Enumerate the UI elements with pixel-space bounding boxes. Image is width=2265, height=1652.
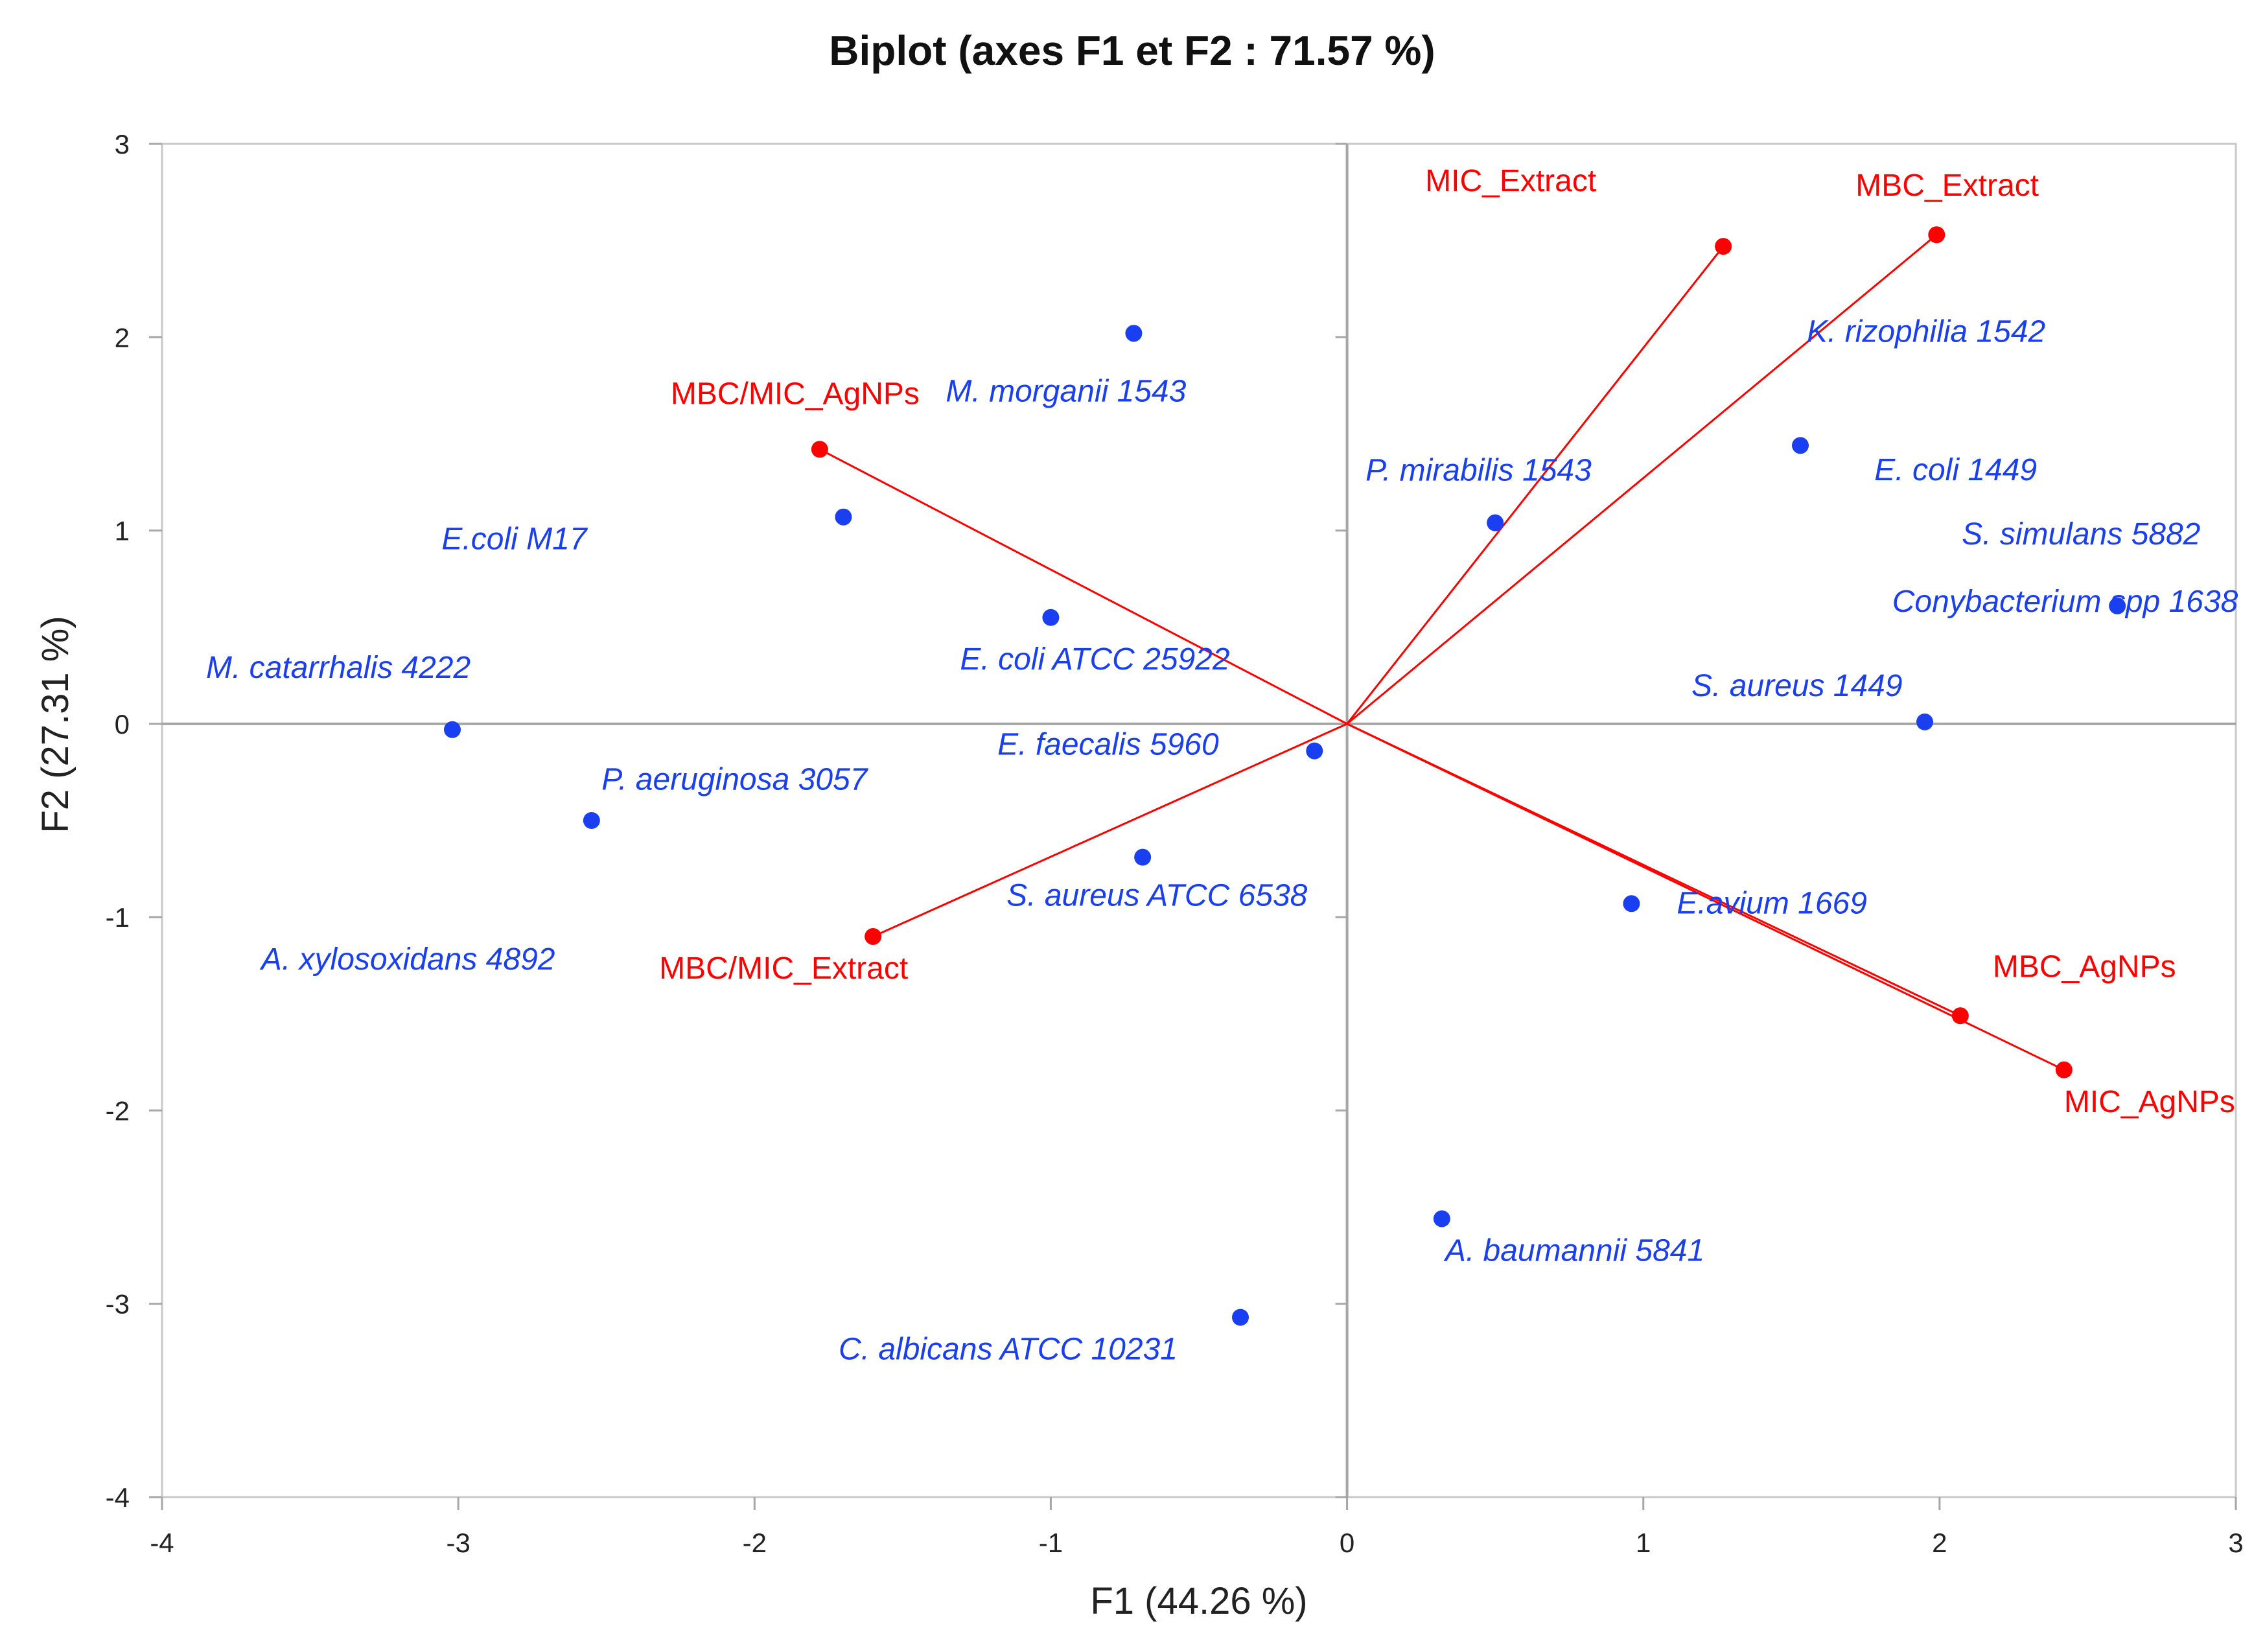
y-tick-label: 1: [115, 516, 130, 546]
variable-vector: [872, 723, 1348, 938]
variable-vector: [1346, 246, 1725, 725]
observation-point: [1487, 514, 1504, 531]
y-tick-label: 3: [115, 129, 130, 159]
observation-label: P. mirabilis 1543: [1365, 454, 1592, 488]
y-tick-label: -1: [106, 902, 130, 933]
x-tick-label: 0: [1340, 1528, 1354, 1558]
variable-label: MIC_AgNPs: [2064, 1085, 2235, 1119]
variable-label: MBC_AgNPs: [1993, 949, 2176, 984]
observation-point: [835, 508, 852, 526]
variable-vector: [819, 448, 1348, 725]
observation-label: A. baumannii 5841: [1443, 1233, 1704, 1268]
observation-point: [1433, 1210, 1450, 1227]
x-tick-label: -3: [446, 1528, 470, 1558]
x-tick-label: -4: [150, 1528, 174, 1558]
x-tick-label: 3: [2228, 1528, 2243, 1558]
x-tick-label: -2: [743, 1528, 767, 1558]
observation-label: A. xylosoxidans 4892: [259, 942, 555, 977]
variable-label: MBC/MIC_Extract: [659, 951, 908, 986]
observation-label: K. rizophilia 1542: [1807, 314, 2045, 349]
observation-label: P. aeruginosa 3057: [601, 763, 868, 797]
variable-label: MIC_Extract: [1425, 164, 1596, 198]
variable-point: [1951, 1007, 1969, 1025]
variable-point: [1928, 226, 1946, 244]
y-tick-label: -3: [106, 1289, 130, 1320]
variable-point: [1715, 238, 1732, 255]
y-tick-label: -2: [106, 1095, 130, 1126]
observation-point: [444, 721, 461, 738]
observation-label: S. aureus 1449: [1691, 669, 1903, 703]
observation-label: S. aureus ATCC 6538: [1006, 879, 1308, 913]
observation-label: M. morganii 1543: [946, 374, 1186, 408]
variable-point: [2055, 1061, 2073, 1078]
observation-point: [1232, 1309, 1249, 1326]
observation-point: [1916, 713, 1933, 730]
observation-label: M. catarrhalis 4222: [206, 651, 470, 685]
variable-vector: [1346, 723, 2065, 1071]
observation-point: [2109, 597, 2126, 614]
observation-point: [1623, 895, 1640, 913]
chart-title: Biplot (axes F1 et F2 : 71.57 %): [829, 27, 1435, 74]
observation-label: E.coli M17: [441, 522, 588, 557]
variable-point: [811, 441, 828, 458]
x-tick-label: -1: [1039, 1528, 1063, 1558]
variable-label: MBC/MIC_AgNPs: [671, 377, 920, 411]
observation-point: [1306, 742, 1323, 760]
x-tick-label: 2: [1932, 1528, 1947, 1558]
y-tick-label: 2: [115, 322, 130, 353]
observation-point: [1125, 325, 1143, 342]
observation-label: E. faecalis 5960: [997, 728, 1219, 762]
plot-area-frame: [161, 143, 2237, 1498]
observation-label: E. coli ATCC 25922: [960, 642, 1229, 677]
observation-point: [1792, 437, 1809, 454]
x-axis-label: F1 (44.26 %): [1090, 1580, 1307, 1622]
observation-point: [1134, 848, 1152, 866]
x-tick-label: 1: [1636, 1528, 1651, 1558]
y-axis-label: F2 (27.31 %): [34, 616, 76, 833]
variable-label: MBC_Extract: [1855, 169, 2039, 203]
observation-point: [583, 812, 600, 829]
variable-vector: [1346, 234, 1938, 725]
observation-label: Conybacterium spp 1638: [1892, 585, 2238, 619]
observation-label: E.avium 1669: [1677, 886, 1867, 920]
observation-label: S. simulans 5882: [1962, 517, 2200, 552]
y-tick-label: -4: [106, 1482, 130, 1513]
observation-label: C. albicans ATCC 10231: [839, 1332, 1178, 1367]
observation-label: E. coli 1449: [1874, 453, 2037, 487]
observation-point: [1042, 609, 1060, 626]
y-tick-label: 0: [115, 709, 130, 739]
variable-point: [865, 927, 882, 945]
